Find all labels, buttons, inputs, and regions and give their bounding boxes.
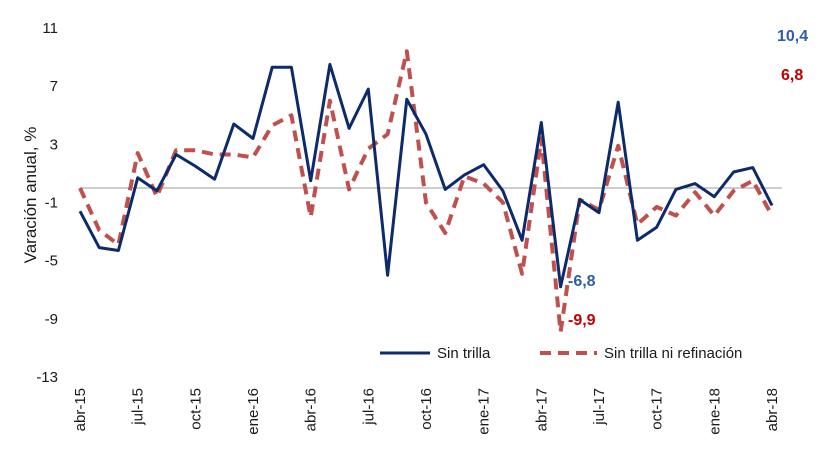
- legend-label-sin-trilla-ni-refinacion: Sin trilla ni refinación: [604, 345, 742, 362]
- y-tick-label: 11: [42, 20, 58, 37]
- y-tick-label: -13: [36, 369, 58, 386]
- x-tick-label: ene-17: [476, 388, 493, 435]
- x-tick-label: jul-17: [591, 388, 608, 426]
- x-tick-label: oct-17: [649, 388, 666, 430]
- x-tick-label: jul-16: [360, 388, 377, 426]
- x-tick-label: abr-15: [72, 388, 89, 431]
- series-lines: [78, 49, 774, 334]
- y-tick-label: -1: [45, 195, 58, 212]
- y-tick-label: 3: [50, 136, 58, 153]
- data-label-3: -9,9: [568, 312, 596, 329]
- x-tick-label: abr-17: [533, 388, 550, 431]
- data-label-2: -6,8: [568, 273, 596, 290]
- x-axis-ticks: abr-15 jul-15 oct-15 ene-16 abr-16 jul-16 oct-…: [72, 388, 781, 435]
- x-tick-label: ene-16: [245, 388, 262, 435]
- legend-label-sin-trilla: Sin trilla: [437, 345, 491, 362]
- y-tick-label: -5: [45, 253, 58, 270]
- series-line-sin-trilla-ni-refinacion: [78, 49, 774, 334]
- y-tick-label: 7: [50, 78, 58, 95]
- x-tick-label: oct-16: [418, 388, 435, 430]
- y-tick-label: -9: [45, 311, 58, 328]
- x-tick-label: abr-18: [764, 388, 781, 431]
- x-tick-label: abr-16: [303, 388, 320, 431]
- data-annotations: 10,4 6,8 -6,8 -9,9: [568, 28, 808, 329]
- x-tick-label: jul-15: [130, 388, 147, 426]
- data-label-1: 6,8: [781, 67, 803, 84]
- chart-legend: Sin trilla Sin trilla ni refinación: [380, 345, 742, 362]
- y-axis-title: Varación anual, %: [21, 127, 40, 264]
- x-tick-label: ene-18: [706, 388, 723, 435]
- series-line-sin-trilla: [78, 62, 774, 289]
- data-label-0: 10,4: [777, 28, 808, 45]
- y-axis-ticks: 11 7 3 -1 -5 -9 -13: [36, 20, 58, 386]
- x-tick-label: oct-15: [187, 388, 204, 430]
